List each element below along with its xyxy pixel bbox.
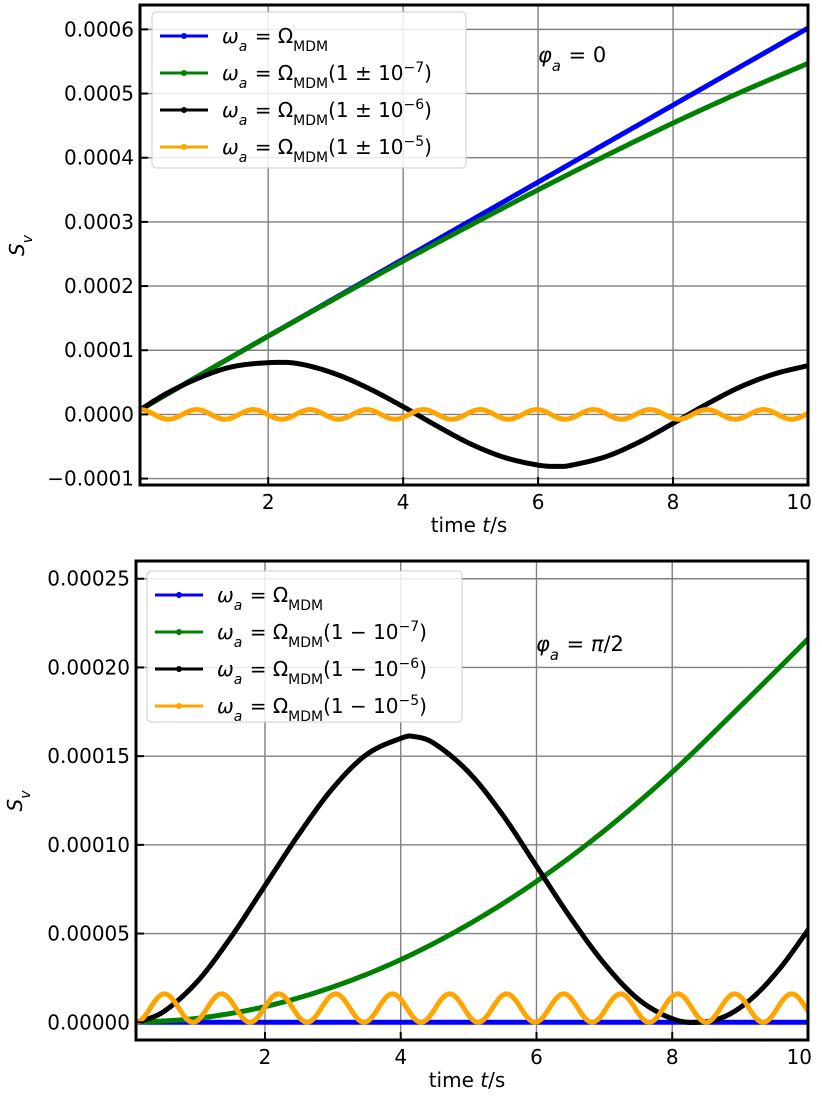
- x-tick-label: 4: [397, 490, 410, 514]
- series-group: [136, 636, 808, 1025]
- chart-panel-top: 2 4 6 8 10 −0.0001 0.0000 0.0001 0.0002 0.0003 0.0…: [5, 3, 812, 537]
- x-axis-label: time t/s: [429, 1068, 506, 1092]
- legend-label-1: ωa​ = ΩMDM​(1 ± 10−7​): [222, 60, 432, 92]
- x-tick-label: 4: [394, 1045, 407, 1069]
- y-tick-label: 0.0006: [64, 17, 134, 41]
- y-tick-label: 0.00005: [47, 922, 130, 946]
- grid: [136, 561, 809, 1040]
- ticks: 2 4 6 8 10 −0.0001 0.0000 0.0001 0.0002 0.0003 0.0…: [47, 17, 812, 514]
- x-tick-label: 2: [262, 490, 275, 514]
- legend-label-1: ωa​ = ΩMDM​(1 − 10−7​): [217, 619, 427, 651]
- legend-marker-0: [181, 33, 187, 39]
- x-axis-label: time t/s: [431, 513, 508, 537]
- y-tick-label: 0.0005: [64, 82, 134, 106]
- legend-label-0: ωa​ = ΩMDM​: [222, 24, 328, 55]
- y-tick-label: 0.0003: [64, 210, 134, 234]
- series-line-1: [136, 636, 808, 1025]
- legend: ωa​ = ΩMDM​ ωa​ = ΩMDM​(1 − 10−7​) ωa​ = Ω…: [146, 570, 463, 725]
- y-tick-label: 0.00015: [47, 744, 130, 768]
- legend-label-3: ωa​ = ΩMDM​(1 ± 10−5​): [222, 134, 432, 166]
- y-tick-label: 0.0004: [64, 146, 134, 170]
- y-tick-label: 0.0000: [64, 402, 134, 426]
- y-axis-label: Sv​: [3, 790, 34, 812]
- x-tick-label: 8: [666, 1045, 679, 1069]
- legend-label-3: ωa​ = ΩMDM​(1 − 10−5​): [217, 693, 427, 725]
- legend-marker-1: [176, 629, 182, 635]
- y-tick-label: 0.0002: [64, 274, 134, 298]
- legend-marker-2: [176, 666, 182, 672]
- y-tick-label: 0.0001: [64, 338, 134, 362]
- phase-annotation: φa​ = 0: [538, 43, 606, 75]
- legend-label-2: ωa​ = ΩMDM​(1 − 10−6​): [217, 656, 427, 688]
- legend-label-2: ωa​ = ΩMDM​(1 ± 10−6​): [222, 97, 432, 129]
- legend-marker-0: [176, 592, 182, 598]
- legend-label-0: ωa​ = ΩMDM​: [217, 583, 323, 614]
- y-tick-label: 0.00000: [47, 1010, 130, 1034]
- x-tick-label: 6: [530, 1045, 543, 1069]
- plot-frame: [134, 559, 810, 1042]
- y-tick-label: −0.0001: [47, 467, 134, 491]
- x-tick-label: 10: [787, 490, 812, 514]
- y-tick-label: 0.00010: [47, 833, 130, 857]
- phase-annotation: φa​ = π/2: [536, 632, 624, 664]
- plot-frame: [138, 3, 810, 487]
- x-tick-label: 2: [259, 1045, 272, 1069]
- chart-panel-bottom: 2 4 6 8 10 0.00000 0.00005 0.00010 0.00015 0.0002…: [3, 559, 812, 1092]
- x-tick-label: 8: [667, 490, 680, 514]
- y-tick-label: 0.00020: [47, 655, 130, 679]
- legend-marker-3: [181, 144, 187, 150]
- y-axis-label: Sv​: [5, 234, 36, 256]
- legend: ωa​ = ΩMDM​ ωa​ = ΩMDM​(1 ± 10−7​) ωa​ = Ω…: [151, 11, 467, 169]
- series-line-3: [136, 991, 808, 1025]
- x-tick-label: 6: [532, 490, 545, 514]
- y-tick-label: 0.00025: [47, 567, 130, 591]
- series-group: [140, 25, 808, 469]
- legend-marker-1: [181, 70, 187, 76]
- legend-box: [151, 11, 467, 169]
- series-line-3: [140, 407, 808, 422]
- legend-marker-2: [181, 107, 187, 113]
- ticks: 2 4 6 8 10 0.00000 0.00005 0.00010 0.00015 0.0002…: [47, 567, 812, 1069]
- legend-box: [146, 570, 463, 723]
- legend-marker-3: [176, 703, 182, 709]
- x-tick-label: 10: [787, 1045, 812, 1069]
- series-line-1: [140, 60, 808, 413]
